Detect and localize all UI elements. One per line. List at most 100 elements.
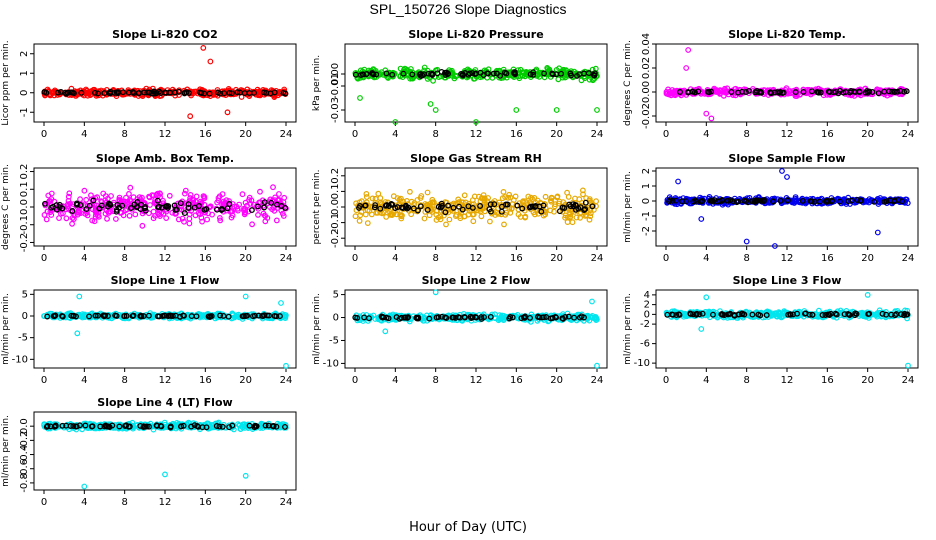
reference-point <box>251 424 258 431</box>
x-tick-label: 24 <box>902 129 915 140</box>
panel-title: Slope Gas Stream RH <box>410 152 542 165</box>
data-point <box>364 220 371 227</box>
outlier-point <box>278 300 284 306</box>
data-point <box>175 216 182 223</box>
data-point <box>534 197 541 204</box>
data-points <box>41 419 289 490</box>
reference-point <box>155 204 162 211</box>
reference-point <box>807 198 814 205</box>
reference-point <box>121 313 128 320</box>
reference-point <box>103 422 109 429</box>
data-points <box>663 47 910 122</box>
data-point <box>476 206 483 213</box>
data-point <box>193 193 200 200</box>
outlier-point <box>779 168 785 174</box>
reference-point <box>891 197 898 204</box>
data-points <box>352 64 600 125</box>
data-point <box>593 198 599 205</box>
reference-point <box>276 313 283 320</box>
reference-point <box>137 422 144 429</box>
data-point <box>155 210 162 217</box>
x-tick-label: 12 <box>781 375 794 386</box>
data-point <box>665 86 671 93</box>
reference-point <box>836 198 843 205</box>
panel-title: Slope Line 1 Flow <box>111 274 220 287</box>
reference-point <box>400 70 407 77</box>
y-tick-label: -0.2 <box>19 431 30 451</box>
data-points <box>352 289 600 369</box>
reference-point <box>68 312 75 319</box>
y-tick-label: -0.2 <box>330 228 341 248</box>
y-tick-label: 1 <box>19 70 30 76</box>
data-point <box>577 214 583 221</box>
data-point <box>443 221 449 228</box>
x-tick-label: 12 <box>159 253 172 264</box>
reference-point <box>363 71 370 78</box>
reference-point <box>529 203 536 210</box>
reference-point <box>527 314 533 321</box>
outlier-point <box>432 107 439 113</box>
outlier-point <box>207 58 214 65</box>
reference-point <box>490 70 497 77</box>
reference-point <box>125 89 132 96</box>
reference-point <box>504 201 511 208</box>
reference-point <box>755 311 762 318</box>
data-point <box>414 197 421 203</box>
reference-point <box>47 423 54 430</box>
reference-point <box>709 197 716 204</box>
reference-point <box>565 313 572 320</box>
reference-point <box>739 310 746 317</box>
data-point <box>239 191 246 198</box>
reference-point <box>86 202 93 209</box>
data-point <box>453 211 460 218</box>
x-tick-label: 24 <box>280 129 293 140</box>
data-points <box>41 45 289 120</box>
data-point <box>43 216 50 223</box>
reference-point <box>806 311 813 318</box>
reference-point <box>749 311 756 318</box>
reference-point <box>668 311 675 318</box>
data-point <box>199 218 206 225</box>
outlier-point <box>74 330 81 337</box>
data-point <box>126 196 133 203</box>
data-point <box>421 215 428 222</box>
reference-point <box>590 71 597 78</box>
reference-point <box>735 198 742 205</box>
y-tick-label: 0 <box>22 311 28 322</box>
y-tick-label: 0.0 <box>330 199 341 215</box>
data-point <box>146 194 153 201</box>
x-tick-label: 4 <box>81 129 87 140</box>
outlier-point <box>772 243 778 249</box>
x-tick-label: 8 <box>743 129 749 140</box>
x-tick-label: 12 <box>470 129 483 140</box>
data-point <box>769 197 776 204</box>
x-tick-label: 12 <box>159 129 172 140</box>
reference-point <box>822 312 829 318</box>
data-point <box>554 194 560 201</box>
x-tick-label: 0 <box>41 129 47 140</box>
reference-point <box>591 70 598 77</box>
data-point <box>136 194 143 201</box>
reference-point <box>777 89 784 95</box>
x-tick-label: 20 <box>239 375 252 386</box>
reference-point <box>44 313 51 320</box>
data-point <box>247 200 254 207</box>
data-points <box>41 184 289 229</box>
reference-point <box>466 70 473 77</box>
x-tick-label: 4 <box>81 375 87 386</box>
reference-point <box>280 89 287 96</box>
reference-point <box>469 70 476 77</box>
reference-point <box>845 311 852 318</box>
reference-point <box>875 90 882 97</box>
data-point <box>552 201 559 208</box>
reference-point <box>532 203 539 209</box>
data-point <box>806 87 813 94</box>
y-tick-label: 0.02 <box>641 57 652 79</box>
y-axis-label: ml/min per min. <box>1 293 11 365</box>
reference-point <box>889 88 895 95</box>
reference-point <box>119 202 126 209</box>
reference-point <box>567 70 574 77</box>
reference-point <box>123 312 130 319</box>
x-tick-label: 16 <box>199 129 212 140</box>
